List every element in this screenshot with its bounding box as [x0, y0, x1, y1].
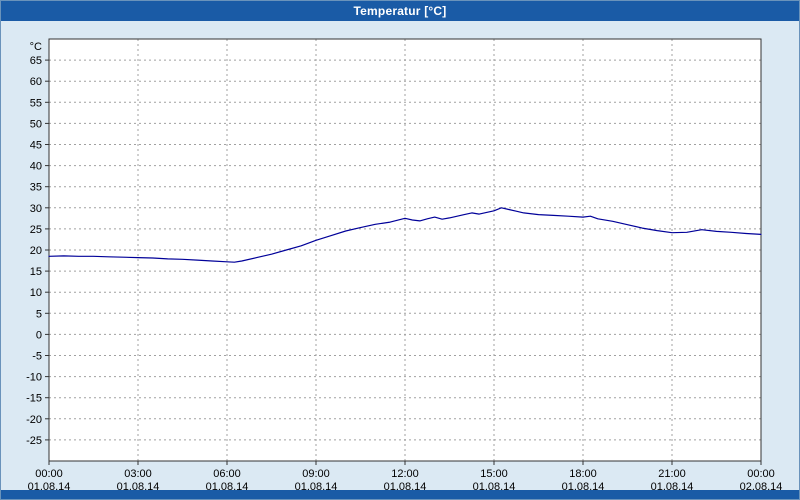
svg-text:01.08.14: 01.08.14: [562, 481, 605, 492]
svg-text:00:00: 00:00: [35, 468, 63, 480]
temperature-series-line: [48, 207, 762, 263]
svg-text:-20: -20: [26, 414, 42, 426]
y-axis-unit-label: °C: [30, 41, 42, 53]
svg-text:-25: -25: [26, 435, 42, 447]
svg-text:30: 30: [30, 203, 42, 215]
svg-text:60: 60: [30, 76, 42, 88]
svg-text:5: 5: [36, 308, 42, 320]
svg-text:10: 10: [30, 287, 42, 299]
svg-text:00:00: 00:00: [747, 468, 775, 480]
window-title: Temperatur [°C]: [353, 4, 447, 18]
svg-text:-10: -10: [26, 372, 42, 384]
svg-text:0: 0: [36, 329, 42, 341]
svg-text:21:00: 21:00: [658, 468, 686, 480]
svg-text:20: 20: [30, 245, 42, 257]
svg-text:50: 50: [30, 118, 42, 130]
svg-text:45: 45: [30, 140, 42, 152]
gridlines: [49, 39, 761, 461]
svg-text:18:00: 18:00: [569, 468, 597, 480]
svg-text:-15: -15: [26, 393, 42, 405]
svg-text:01.08.14: 01.08.14: [295, 481, 338, 492]
svg-text:03:00: 03:00: [124, 468, 152, 480]
svg-text:06:00: 06:00: [213, 468, 241, 480]
chart-container: 65 60 55 50 45 40 35 30 25 20 15 10 5 0 -5 -10 -15 -20 -25…: [1, 21, 799, 492]
svg-text:01.08.14: 01.08.14: [473, 481, 516, 492]
svg-text:01.08.14: 01.08.14: [117, 481, 160, 492]
svg-text:65: 65: [30, 55, 42, 67]
window-bottom-bar: [1, 490, 799, 499]
svg-text:12:00: 12:00: [391, 468, 419, 480]
temperature-line-chart: 65605550454035302520151050-5-10-15-20-25…: [26, 38, 783, 492]
svg-text:01.08.14: 01.08.14: [651, 481, 694, 492]
y-axis: 65605550454035302520151050-5-10-15-20-25…: [26, 41, 49, 447]
svg-text:55: 55: [30, 97, 42, 109]
svg-text:02.08.14: 02.08.14: [740, 481, 783, 492]
svg-text:15: 15: [30, 266, 42, 278]
svg-text:01.08.14: 01.08.14: [28, 481, 71, 492]
plot-border: [48, 38, 762, 462]
svg-text:-5: -5: [32, 351, 42, 363]
x-axis: 00:0001.08.1403:0001.08.1406:0001.08.140…: [28, 461, 783, 492]
svg-text:01.08.14: 01.08.14: [384, 481, 427, 492]
svg-text:35: 35: [30, 182, 42, 194]
svg-text:15:00: 15:00: [480, 468, 508, 480]
svg-text:25: 25: [30, 224, 42, 236]
svg-text:09:00: 09:00: [302, 468, 330, 480]
window-title-bar: Temperatur [°C]: [1, 1, 799, 21]
svg-text:40: 40: [30, 161, 42, 173]
svg-text:01.08.14: 01.08.14: [206, 481, 249, 492]
